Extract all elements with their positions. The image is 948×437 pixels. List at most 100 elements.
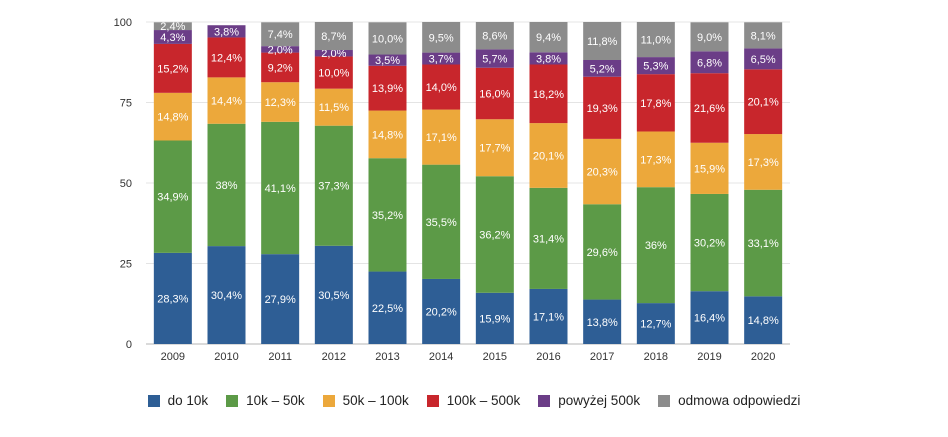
data-label: 14,8% bbox=[748, 315, 779, 327]
legend-label: do 10k bbox=[167, 393, 209, 408]
data-label: 3,8% bbox=[214, 26, 239, 38]
bar-segment bbox=[261, 121, 300, 255]
data-label: 35,2% bbox=[372, 210, 403, 222]
bar-segment bbox=[314, 88, 353, 126]
data-label: 38% bbox=[215, 180, 237, 192]
data-label: 14,8% bbox=[372, 129, 403, 141]
bar-segment bbox=[690, 193, 729, 292]
bar-segment bbox=[368, 54, 407, 66]
data-label: 16,0% bbox=[479, 88, 510, 100]
x-tick-label: 2015 bbox=[483, 351, 507, 363]
bar-segment bbox=[261, 46, 300, 53]
data-label: 11,0% bbox=[641, 35, 672, 47]
bar-segment bbox=[744, 189, 783, 297]
data-label: 15,2% bbox=[157, 63, 188, 75]
legend-entry: odmowa odpowiedzi bbox=[658, 393, 800, 408]
x-tick-label: 2012 bbox=[322, 351, 346, 363]
data-label: 14,8% bbox=[157, 112, 188, 124]
data-label: 35,5% bbox=[426, 217, 457, 229]
bar-segment bbox=[368, 110, 407, 159]
data-label: 3,7% bbox=[429, 54, 454, 66]
bar-segment bbox=[207, 37, 246, 78]
bar-segment bbox=[261, 254, 300, 344]
legend: do 10k 10k – 50k 50k – 100k 100k – 500k powy… bbox=[0, 393, 948, 408]
y-tick-label: 75 bbox=[120, 98, 132, 110]
bar-segment bbox=[207, 77, 246, 124]
bar-segment bbox=[583, 59, 622, 77]
bar-segment bbox=[690, 22, 729, 52]
data-label: 14,0% bbox=[426, 82, 457, 94]
bar-segment bbox=[744, 48, 783, 70]
bar-segment bbox=[422, 109, 461, 165]
bar-segment bbox=[583, 76, 622, 139]
bar-segment bbox=[475, 176, 514, 293]
legend-label: 100k – 500k bbox=[446, 393, 521, 408]
x-tick-label: 2017 bbox=[590, 351, 614, 363]
bar-segment bbox=[636, 131, 675, 188]
x-tick-label: 2010 bbox=[214, 351, 238, 363]
data-label: 9,2% bbox=[268, 62, 293, 74]
data-label: 2,4% bbox=[160, 21, 185, 33]
bar-segment bbox=[207, 25, 246, 38]
legend-entry: 10k – 50k bbox=[226, 393, 305, 408]
bar-segment bbox=[529, 22, 568, 53]
legend-entry: powyżej 500k bbox=[538, 393, 640, 408]
bar-segment bbox=[422, 64, 461, 110]
bar-segment bbox=[583, 138, 622, 205]
bar-segment bbox=[368, 65, 407, 111]
x-tick-label: 2009 bbox=[161, 351, 185, 363]
data-label: 37,3% bbox=[318, 181, 349, 193]
data-label: 3,5% bbox=[375, 55, 400, 67]
stacked-bar-chart: 0 25 50 75 100 28,3% 34,9% 14,8% 15,2% 4,3%2,4% 20… bbox=[114, 17, 790, 363]
data-label: 34,9% bbox=[157, 192, 188, 204]
bar-segment bbox=[261, 82, 300, 122]
data-label: 33,1% bbox=[748, 238, 779, 250]
x-tick-label: 2013 bbox=[375, 351, 399, 363]
x-tick-label: 2014 bbox=[429, 351, 453, 363]
y-tick-label: 0 bbox=[126, 339, 132, 351]
legend-swatch bbox=[322, 394, 335, 407]
bar-segment bbox=[583, 204, 622, 300]
bar-segment bbox=[153, 92, 192, 141]
data-label: 12,3% bbox=[265, 97, 296, 109]
bar-segment bbox=[744, 134, 783, 190]
bar-segment bbox=[690, 51, 729, 74]
bar-segment bbox=[207, 123, 246, 247]
bar-segment bbox=[690, 291, 729, 344]
data-label: 41,1% bbox=[265, 183, 296, 195]
legend-swatch bbox=[426, 394, 439, 407]
data-label: 20,1% bbox=[748, 97, 779, 109]
data-label: 11,5% bbox=[319, 102, 350, 114]
data-label: 8,1% bbox=[751, 30, 776, 42]
bar-segment bbox=[636, 57, 675, 75]
data-label: 9,5% bbox=[429, 32, 454, 44]
bar-segment bbox=[314, 125, 353, 246]
bar-segment bbox=[475, 67, 514, 120]
legend-label: 10k – 50k bbox=[246, 393, 305, 408]
bar-segment bbox=[529, 288, 568, 344]
bar-segment bbox=[422, 164, 461, 279]
bar-segment bbox=[368, 158, 407, 272]
x-tick-label: 2018 bbox=[644, 351, 668, 363]
data-label: 3,8% bbox=[536, 53, 561, 65]
bar-segment bbox=[583, 22, 622, 60]
bar-segment bbox=[636, 303, 675, 344]
x-tick-label: 2011 bbox=[268, 351, 292, 363]
data-label: 5,2% bbox=[590, 63, 615, 75]
data-label: 36,2% bbox=[479, 230, 510, 242]
bar-segment bbox=[690, 142, 729, 194]
data-label: 7,4% bbox=[268, 29, 293, 41]
data-label: 20,1% bbox=[533, 150, 564, 162]
legend-label: powyżej 500k bbox=[558, 393, 641, 408]
data-label: 29,6% bbox=[587, 247, 618, 259]
data-label: 10,0% bbox=[372, 33, 403, 45]
y-tick-label: 50 bbox=[120, 178, 132, 190]
data-label: 17,3% bbox=[748, 157, 779, 169]
bar-segment bbox=[744, 22, 783, 49]
data-label: 28,3% bbox=[157, 293, 188, 305]
data-label: 8,7% bbox=[321, 31, 346, 43]
bar-segment bbox=[314, 22, 353, 51]
data-label: 30,2% bbox=[694, 238, 725, 250]
legend-label: odmowa odpowiedzi bbox=[678, 393, 801, 408]
bar-segment bbox=[744, 296, 783, 344]
